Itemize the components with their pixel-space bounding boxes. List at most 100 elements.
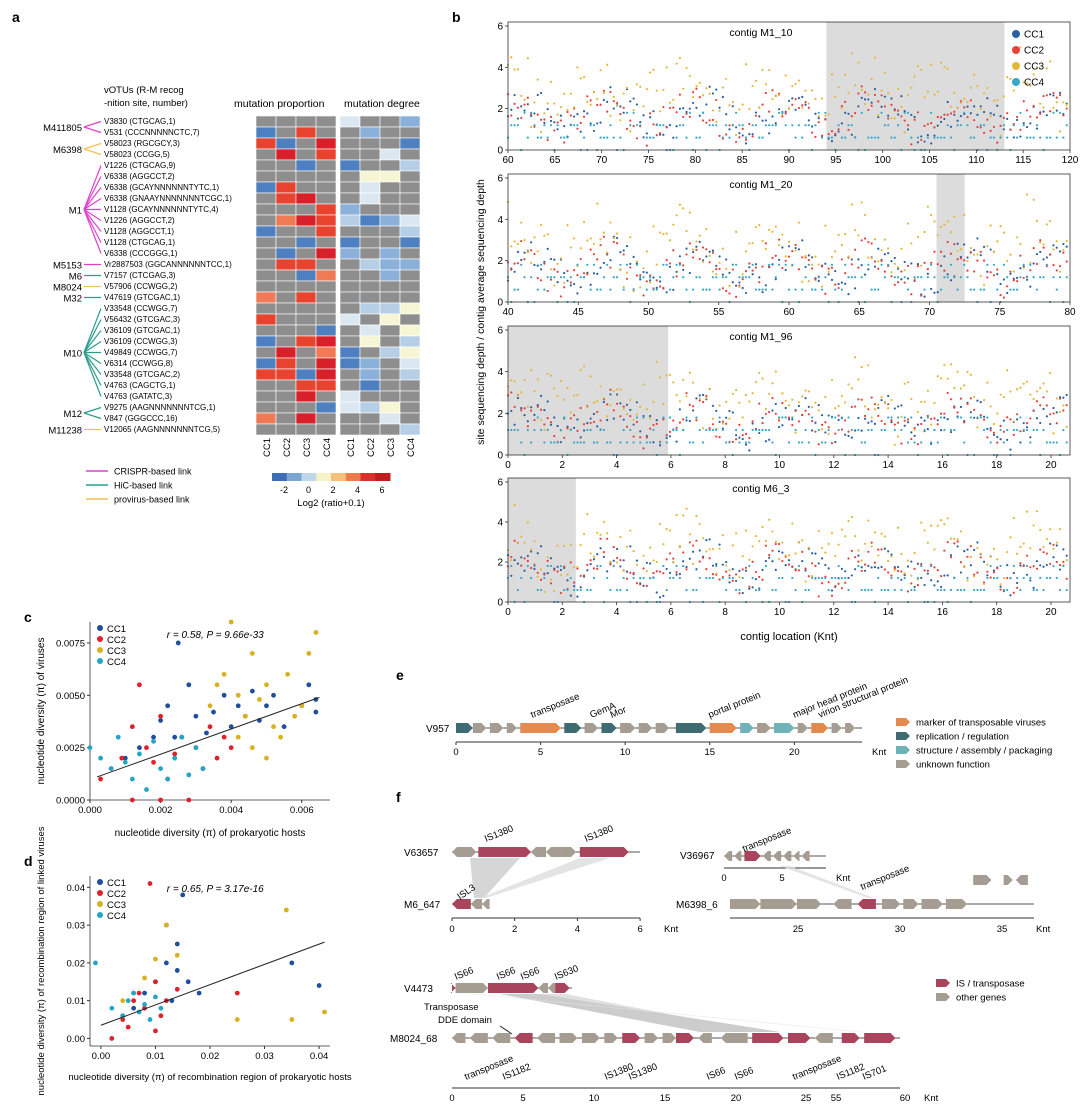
b-depth-point — [744, 566, 748, 569]
b-depth-point — [645, 132, 648, 135]
votu-row-label: V847 (GGGCCC,16) — [104, 414, 178, 423]
b-depth-point — [533, 101, 536, 104]
b-depth-point — [728, 128, 731, 131]
b-depth-point — [910, 574, 913, 577]
b-depth-point — [999, 583, 1002, 586]
f-tick-label: 30 — [895, 924, 906, 935]
b-depth-point — [602, 91, 605, 95]
b-depth-point — [688, 419, 691, 423]
b-depth-point — [890, 419, 893, 422]
b-depth-point — [784, 564, 787, 567]
b-depth-point — [695, 416, 698, 419]
b-depth-point — [986, 427, 989, 431]
b-depth-point — [857, 398, 860, 401]
b-depth-point — [824, 431, 827, 434]
gene-arrow — [788, 1033, 811, 1043]
b-depth-point — [781, 111, 784, 114]
b-depth-point — [715, 88, 718, 91]
heatmap-col-label: CC3 — [386, 438, 397, 457]
b-depth-point — [1058, 564, 1062, 567]
b-depth-point — [979, 126, 982, 129]
b-depth-point — [804, 567, 807, 570]
b-depth-point — [1012, 591, 1015, 594]
b-depth-point — [1058, 130, 1062, 133]
b-depth-point — [976, 259, 979, 262]
b-depth-point — [1055, 109, 1058, 112]
b-depth-point — [718, 109, 721, 112]
b-depth-point — [1019, 588, 1022, 592]
scatter-point — [172, 734, 178, 740]
heatmap-cell-degree — [399, 302, 421, 315]
b-depth-point — [563, 124, 566, 128]
link-line — [83, 406, 102, 414]
b-depth-point — [682, 124, 685, 127]
b-depth-point — [877, 548, 880, 551]
b-depth-point — [629, 415, 632, 418]
heatmap-cell-degree — [359, 335, 381, 348]
b-depth-point — [906, 264, 910, 267]
b-depth-point — [996, 576, 999, 580]
b-depth-point — [933, 250, 936, 253]
b-depth-point — [698, 234, 701, 237]
b-depth-point — [705, 576, 708, 580]
heatmap-cell-degree — [379, 148, 401, 161]
b-depth-point — [539, 568, 543, 571]
b-depth-point — [887, 407, 890, 410]
b-depth-point — [870, 588, 873, 592]
heatmap-cell-proportion — [295, 192, 317, 205]
b-depth-point — [668, 124, 672, 127]
b-depth-point — [857, 258, 860, 261]
b-depth-point — [976, 253, 979, 256]
b-depth-point — [556, 270, 559, 274]
b-depth-point — [652, 68, 655, 71]
b-xtick-label: 115 — [1015, 155, 1031, 166]
b-depth-point — [830, 416, 834, 419]
b-depth-point — [963, 263, 966, 266]
link-line — [83, 120, 102, 128]
b-depth-point — [523, 251, 526, 254]
b-depth-point — [711, 249, 715, 252]
b-depth-point — [801, 395, 804, 398]
b-depth-point — [738, 588, 741, 592]
b-depth-point — [738, 569, 741, 573]
b-depth-point — [668, 416, 672, 419]
b-depth-point — [1025, 421, 1029, 425]
b-depth-point — [926, 133, 929, 137]
b-depth-point — [863, 103, 867, 106]
scatter-point — [158, 713, 163, 719]
b-depth-point — [920, 562, 923, 566]
b-depth-point — [1006, 112, 1009, 115]
b-depth-point — [615, 561, 619, 564]
b-depth-point — [556, 113, 559, 116]
b-depth-point — [645, 561, 648, 564]
b-depth-point — [857, 554, 860, 557]
gene-label: portal protein — [707, 690, 763, 721]
b-depth-point — [794, 243, 797, 247]
b-depth-point — [777, 108, 781, 111]
b-depth-point — [890, 553, 893, 556]
b-depth-point — [949, 263, 953, 266]
b-depth-point — [615, 588, 619, 592]
b-depth-point — [1045, 223, 1048, 226]
b-depth-point — [751, 84, 754, 88]
b-depth-point — [936, 263, 939, 266]
b-depth-point — [787, 240, 791, 243]
b-depth-point — [834, 269, 837, 273]
b-depth-point — [824, 395, 827, 399]
b-depth-point — [754, 226, 758, 229]
b-depth-point — [688, 211, 691, 214]
b-depth-point — [1002, 430, 1005, 433]
b-depth-point — [857, 92, 860, 95]
b-depth-point — [761, 421, 764, 425]
b-depth-point — [900, 578, 903, 581]
b-depth-point — [774, 276, 777, 279]
heatmap-cell-degree — [379, 291, 401, 304]
b-depth-point — [840, 288, 843, 291]
b-depth-point — [943, 113, 946, 116]
b-depth-point — [711, 276, 715, 279]
b-depth-point — [701, 246, 705, 249]
b-depth-point — [837, 405, 840, 408]
b-depth-point — [559, 441, 562, 444]
b-depth-point — [896, 405, 900, 408]
b-depth-point — [1032, 276, 1035, 279]
